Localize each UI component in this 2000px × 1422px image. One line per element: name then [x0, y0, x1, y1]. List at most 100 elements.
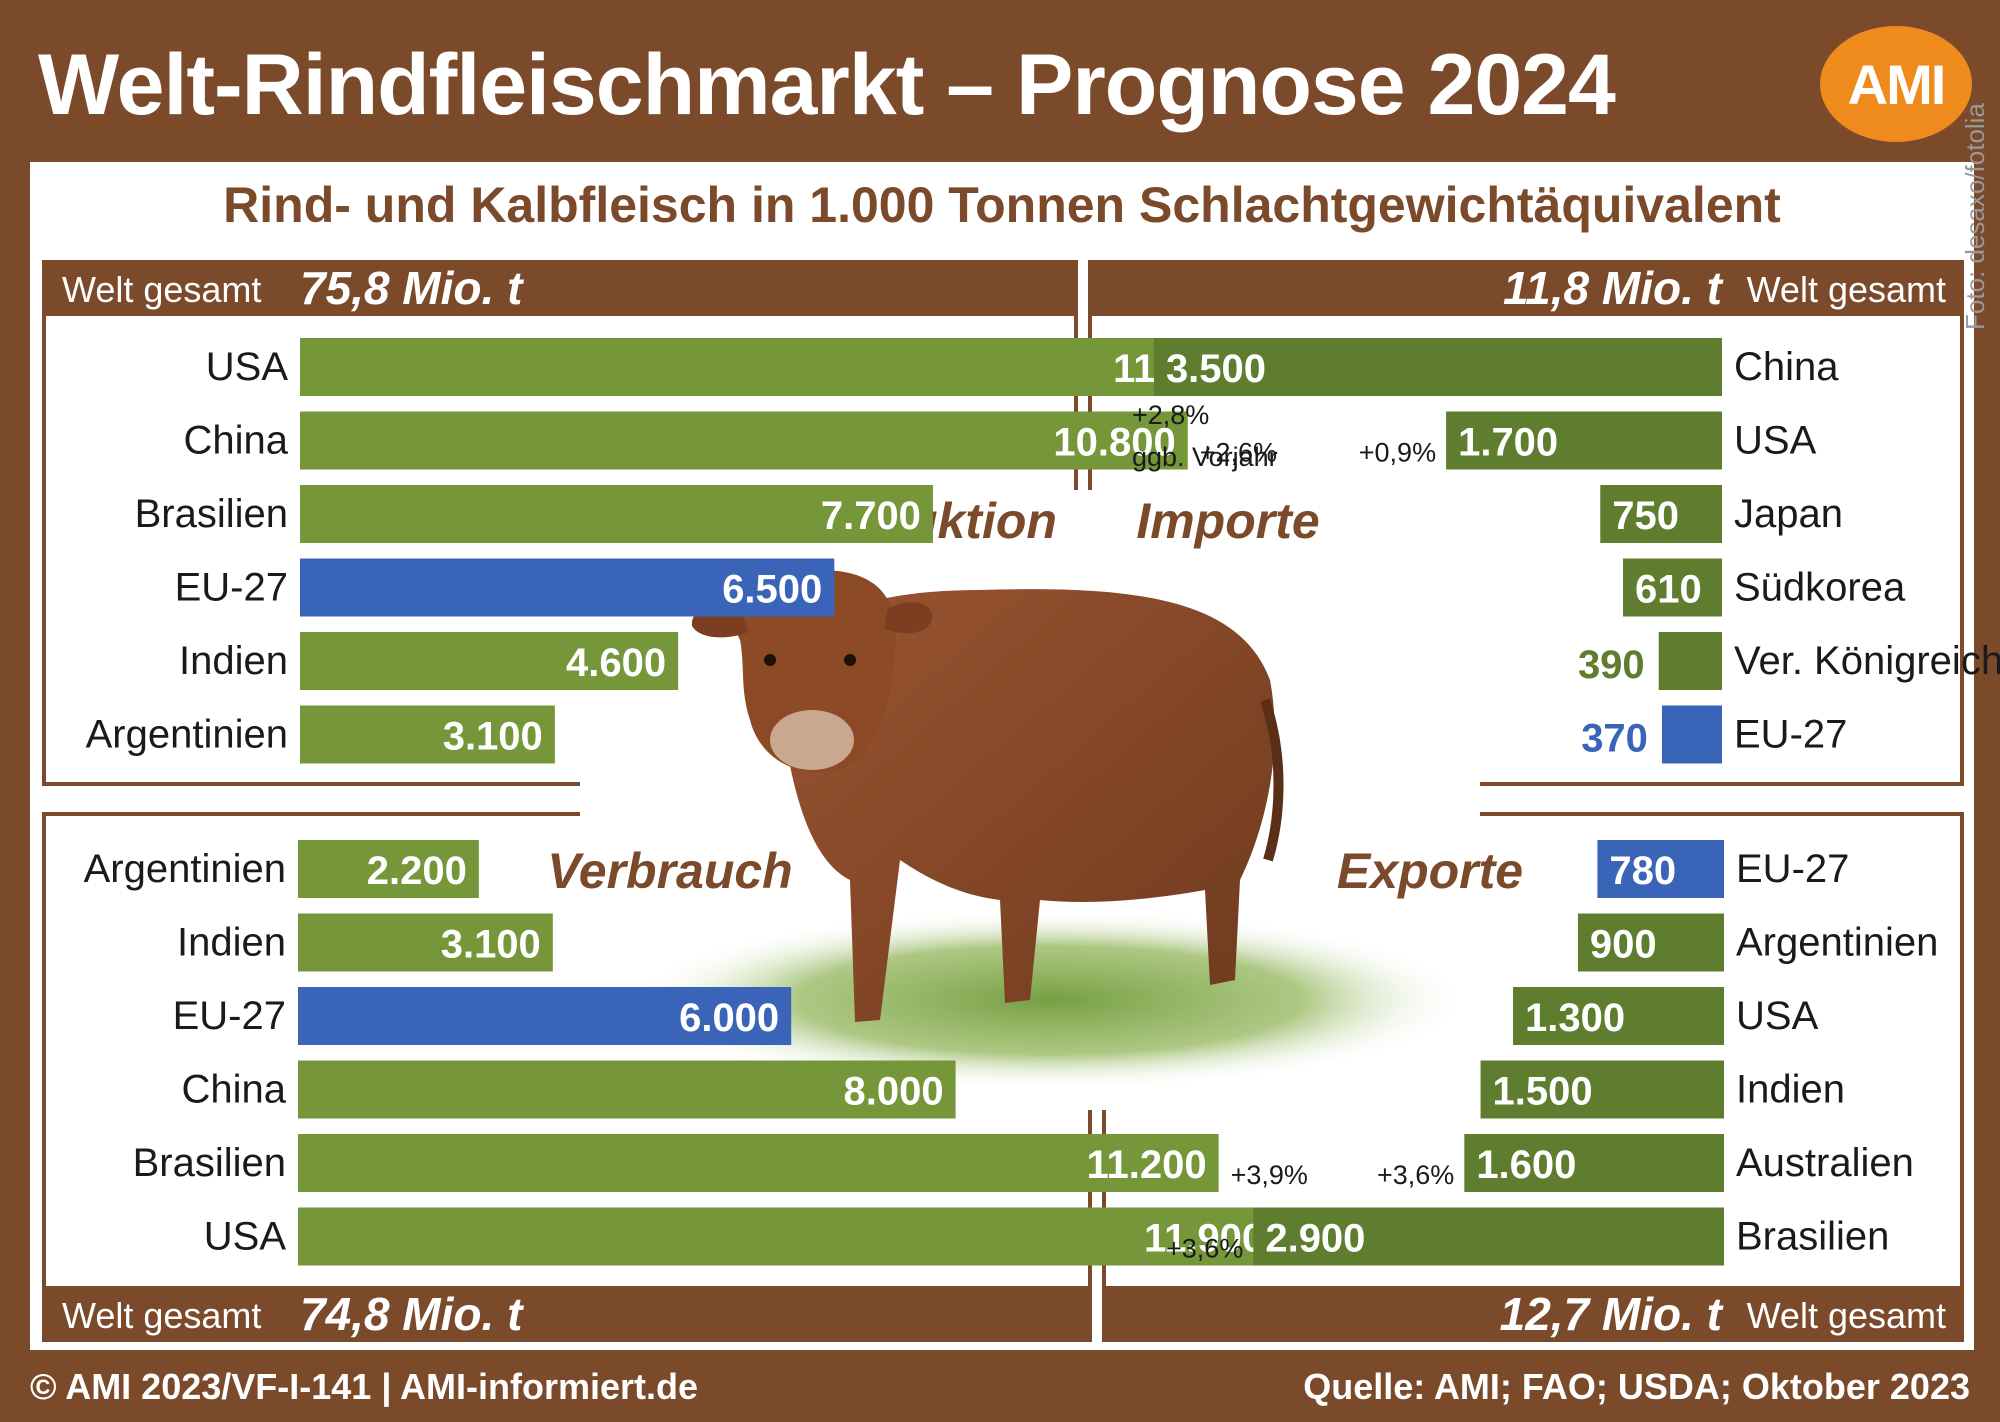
exports-value-label: 1.600 — [1476, 1143, 1576, 1187]
imports-section-title: Importe — [1136, 493, 1319, 549]
imports-bar-5 — [1661, 705, 1722, 764]
imports-category-label: China — [1734, 345, 1839, 389]
imports-value-label: 750 — [1612, 494, 1679, 538]
main-title: Welt-Rindfleischmarkt – Prognose 2024 — [38, 37, 1616, 133]
imports-category-label: Ver. Königreich — [1734, 639, 2000, 683]
production-category-label: Brasilien — [135, 492, 288, 536]
consumption-bar-4 — [298, 1134, 1219, 1192]
exports-bar-1 — [1577, 913, 1724, 972]
production-total-label: Welt gesamt — [62, 269, 261, 310]
footer-copyright: © AMI 2023/VF-I-141 | AMI-informiert.de — [30, 1366, 699, 1407]
consumption-bar-5 — [298, 1207, 1277, 1266]
exports-category-label: Brasilien — [1736, 1215, 1889, 1259]
production-category-label: EU-27 — [175, 566, 288, 610]
imports-value-label: 3.500 — [1166, 347, 1266, 391]
consumption-category-label: USA — [204, 1215, 287, 1259]
production-bar-2 — [300, 485, 933, 543]
exports-category-label: Argentinien — [1736, 921, 1938, 965]
consumption-category-label: Argentinien — [84, 847, 286, 891]
bull-head — [734, 570, 896, 773]
photo-credit: Foto: desaxo/fotolia — [1960, 103, 1990, 330]
exports-value-label: 2.900 — [1265, 1217, 1365, 1261]
production-change-label: +2,6% — [1200, 438, 1277, 468]
consumption-bar-1 — [298, 913, 553, 972]
bull-tail — [1260, 698, 1284, 862]
consumption-category-label: EU-27 — [173, 994, 286, 1038]
exports-value-label: 780 — [1609, 849, 1676, 893]
subtitle: Rind- und Kalbfleisch in 1.000 Tonnen Sc… — [223, 177, 1781, 233]
imports-category-label: USA — [1734, 419, 1817, 463]
imports-category-label: EU-27 — [1734, 713, 1847, 757]
imports-bar-3 — [1622, 558, 1722, 617]
imports-bar-4 — [1658, 632, 1722, 690]
exports-total-value: 12,7 Mio. t — [1500, 1288, 1724, 1340]
consumption-bar-2 — [298, 987, 792, 1045]
footer-source: Quelle: AMI; FAO; USDA; Oktober 2023 — [1303, 1366, 1970, 1407]
exports-value-label: 900 — [1590, 923, 1657, 967]
exports-bar-3 — [1480, 1060, 1724, 1119]
production-category-label: China — [183, 419, 288, 463]
production-value-label: 4.600 — [566, 641, 666, 685]
production-bar-1 — [300, 411, 1188, 470]
consumption-section-title: Verbrauch — [547, 843, 792, 899]
bull-eye-right — [844, 654, 856, 666]
header-production — [44, 262, 1076, 316]
exports-value-label: 1.300 — [1525, 996, 1625, 1040]
grass-field — [630, 910, 1470, 1090]
imports-bar-0 — [1153, 338, 1722, 396]
production-value-label: 7.700 — [821, 494, 921, 538]
production-bar-3 — [300, 558, 835, 617]
header-consumption — [44, 1286, 1090, 1340]
exports-value-label: 1.500 — [1493, 1070, 1593, 1114]
exports-change-label: +3,6% — [1166, 1234, 1243, 1264]
ami-logo: AMI — [1820, 26, 1972, 142]
exports-category-label: Indien — [1736, 1068, 1845, 1112]
exports-category-label: USA — [1736, 994, 1819, 1038]
exports-bar-0 — [1597, 840, 1724, 898]
exports-bar-4 — [1464, 1134, 1724, 1192]
imports-value-label: 610 — [1635, 568, 1702, 612]
production-bar-4 — [300, 632, 679, 690]
bull-body — [780, 589, 1275, 1022]
imports-change-note: ggb. Vorjahr — [1132, 442, 1278, 472]
exports-total-label: Welt gesamt — [1747, 1295, 1946, 1336]
consumption-category-label: China — [181, 1068, 286, 1112]
consumption-total-value: 74,8 Mio. t — [300, 1288, 524, 1340]
imports-value-label: 1.700 — [1458, 421, 1558, 465]
consumption-bar-3 — [298, 1060, 956, 1119]
production-total-value: 75,8 Mio. t — [300, 262, 524, 314]
production-bar-0 — [300, 338, 1246, 396]
exports-category-label: Australien — [1736, 1141, 1914, 1185]
bull-muzzle — [770, 710, 854, 770]
consumption-bar-0 — [298, 840, 479, 898]
production-value-label: 6.500 — [722, 568, 822, 612]
consumption-change-label: +3,9% — [1231, 1160, 1308, 1190]
imports-total-value: 11,8 Mio. t — [1503, 262, 1724, 314]
production-value-label: 10.800 — [1053, 421, 1175, 465]
imports-category-label: Japan — [1734, 492, 1843, 536]
imports-bar-1 — [1446, 411, 1722, 470]
production-value-label: 3.100 — [443, 715, 543, 759]
header-imports — [1090, 262, 1962, 316]
consumption-category-label: Brasilien — [133, 1141, 286, 1185]
imports-total-label: Welt gesamt — [1747, 269, 1946, 310]
consumption-value-label: 6.000 — [679, 996, 779, 1040]
imports-change-label: +0,9% — [1359, 438, 1436, 468]
bull-eye-left — [764, 654, 776, 666]
consumption-value-label: 11.900 — [1144, 1217, 1264, 1261]
consumption-value-label: 3.100 — [441, 923, 541, 967]
consumption-total-label: Welt gesamt — [62, 1295, 261, 1336]
imports-change-label: +2,8% — [1132, 400, 1209, 430]
consumption-value-label: 11.200 — [1086, 1143, 1206, 1187]
consumption-value-label: 2.200 — [367, 849, 467, 893]
bull-photo — [630, 570, 1470, 1090]
exports-category-label: EU-27 — [1736, 847, 1849, 891]
imports-value-label: 370 — [1581, 717, 1648, 761]
header-exports — [1104, 1286, 1962, 1340]
bull-ear-right — [884, 602, 933, 634]
imports-bar-2 — [1600, 485, 1722, 543]
consumption-category-label: Indien — [177, 921, 286, 965]
production-category-label: Indien — [179, 639, 288, 683]
imports-category-label: Südkorea — [1734, 566, 1906, 610]
